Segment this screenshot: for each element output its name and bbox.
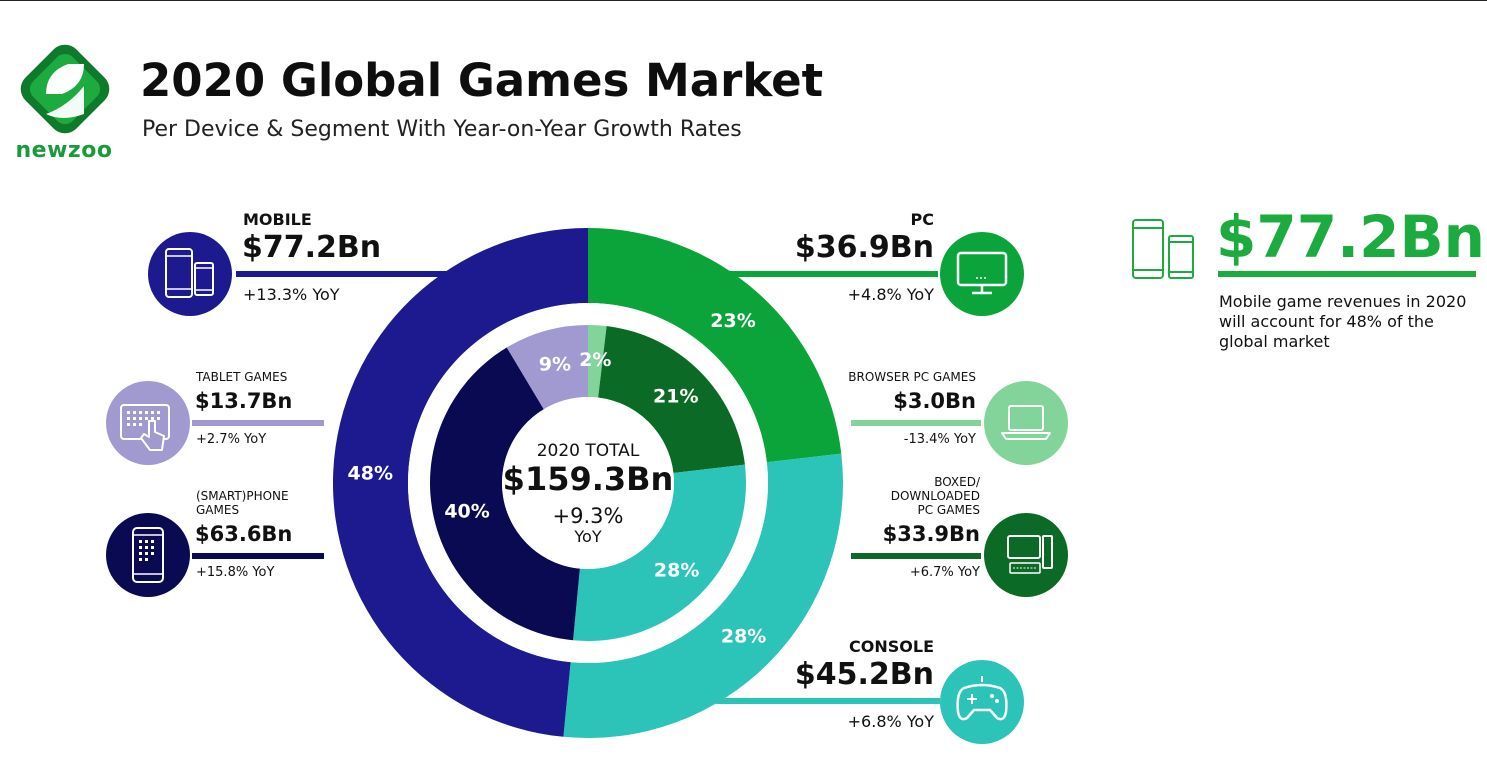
mobile-label: MOBILE: [243, 210, 312, 229]
inner-ring: [408, 303, 768, 663]
tablet-label: TABLET GAMES: [196, 370, 288, 384]
connector-browser-pc: [851, 420, 981, 426]
laptop-icon: [984, 381, 1068, 465]
total-yoy: +9.3%: [552, 504, 624, 528]
console-yoy: +6.8% YoY: [847, 712, 934, 731]
callout-value: $77.2Bn: [1216, 203, 1485, 271]
inner-share-label-tablet-games: 9%: [539, 353, 571, 375]
console-value: $45.2Bn: [794, 657, 934, 692]
browser-pc-yoy: -13.4% YoY: [903, 432, 976, 447]
pc-label: PC: [910, 210, 934, 229]
smartphone-label-line1: (SMART)PHONE: [196, 489, 289, 503]
total-yoy-unit: YoY: [574, 527, 602, 546]
inner-share-label-boxed-downloaded-pc-games: 21%: [653, 385, 698, 407]
page-title: 2020 Global Games Market: [140, 54, 824, 107]
page-subtitle: Per Device & Segment With Year-on-Year G…: [142, 117, 742, 142]
connector-pc: [718, 271, 938, 277]
inner-share-label-smart-phone-games: 40%: [444, 500, 489, 522]
smartphone-value: $63.6Bn: [195, 522, 293, 546]
monitor-icon: [940, 232, 1024, 316]
desktop-pc-icon: [984, 513, 1068, 597]
inner-slice-console: [573, 464, 746, 641]
outer-slice-mobile: [332, 228, 588, 737]
connector-mobile: [236, 271, 456, 277]
tablet-value: $13.7Bn: [195, 389, 293, 413]
callout-text: Mobile game revenues in 2020 will accoun…: [1219, 292, 1467, 351]
inner-slice-smart-phone-games: [430, 347, 580, 641]
outer-share-label-pc: 23%: [710, 310, 755, 332]
browser-pc-value: $3.0Bn: [893, 389, 976, 413]
mobile-yoy: +13.3% YoY: [243, 285, 340, 304]
outer-share-label-mobile: 48%: [348, 462, 393, 484]
gamepad-icon: [940, 660, 1024, 744]
tablet-touch-icon: [106, 381, 190, 465]
connector-tablet: [192, 420, 324, 426]
connector-smartphone: [192, 553, 324, 559]
connector-boxed-pc: [851, 553, 981, 559]
outer-ring: [332, 228, 843, 738]
smartphone-yoy: +15.8% YoY: [196, 565, 275, 580]
total-label: 2020 TOTAL: [536, 441, 640, 461]
callout-underline: [1218, 271, 1476, 277]
console-label: CONSOLE: [849, 637, 934, 656]
logo-wordmark: newzoo: [15, 138, 113, 163]
callout-mobile-devices-icon: [1132, 219, 1194, 279]
boxed-pc-value: $33.9Bn: [882, 522, 980, 546]
tablet-yoy: +2.7% YoY: [196, 432, 267, 447]
inner-share-label-browser-pc-games: 2%: [579, 349, 611, 371]
inner-slice-boxed-downloaded-pc-games: [598, 326, 745, 474]
pc-yoy: +4.8% YoY: [847, 285, 934, 304]
smartphone-icon: [106, 513, 190, 597]
boxed-pc-label-line2: DOWNLOADED: [890, 489, 980, 503]
total-value: $159.3Bn: [502, 460, 674, 498]
mobile-devices-icon: [148, 232, 232, 316]
outer-slice-console: [563, 453, 843, 738]
ring-labels: 23% 28% 48% 2% 21% 28% 40% 9%: [348, 310, 767, 647]
newzoo-logo: [20, 44, 110, 134]
donut-hole: [502, 397, 674, 569]
pc-value: $36.9Bn: [794, 230, 934, 265]
inner-slice-tablet-games: [506, 325, 588, 410]
inner-share-label-console: 28%: [654, 560, 699, 582]
inner-slice-browser-pc-games: [588, 325, 607, 398]
boxed-pc-label-line3: PC GAMES: [917, 503, 981, 517]
smartphone-label-line2: GAMES: [196, 503, 240, 517]
top-border: [0, 0, 1487, 1]
browser-pc-label: BROWSER PC GAMES: [848, 370, 976, 384]
mobile-value: $77.2Bn: [242, 230, 382, 265]
connector-console: [716, 698, 940, 704]
outer-slice-pc: [588, 228, 842, 463]
outer-share-label-console: 28%: [721, 626, 766, 648]
boxed-pc-yoy: +6.7% YoY: [909, 565, 980, 580]
boxed-pc-label-line1: BOXED/: [934, 475, 980, 489]
